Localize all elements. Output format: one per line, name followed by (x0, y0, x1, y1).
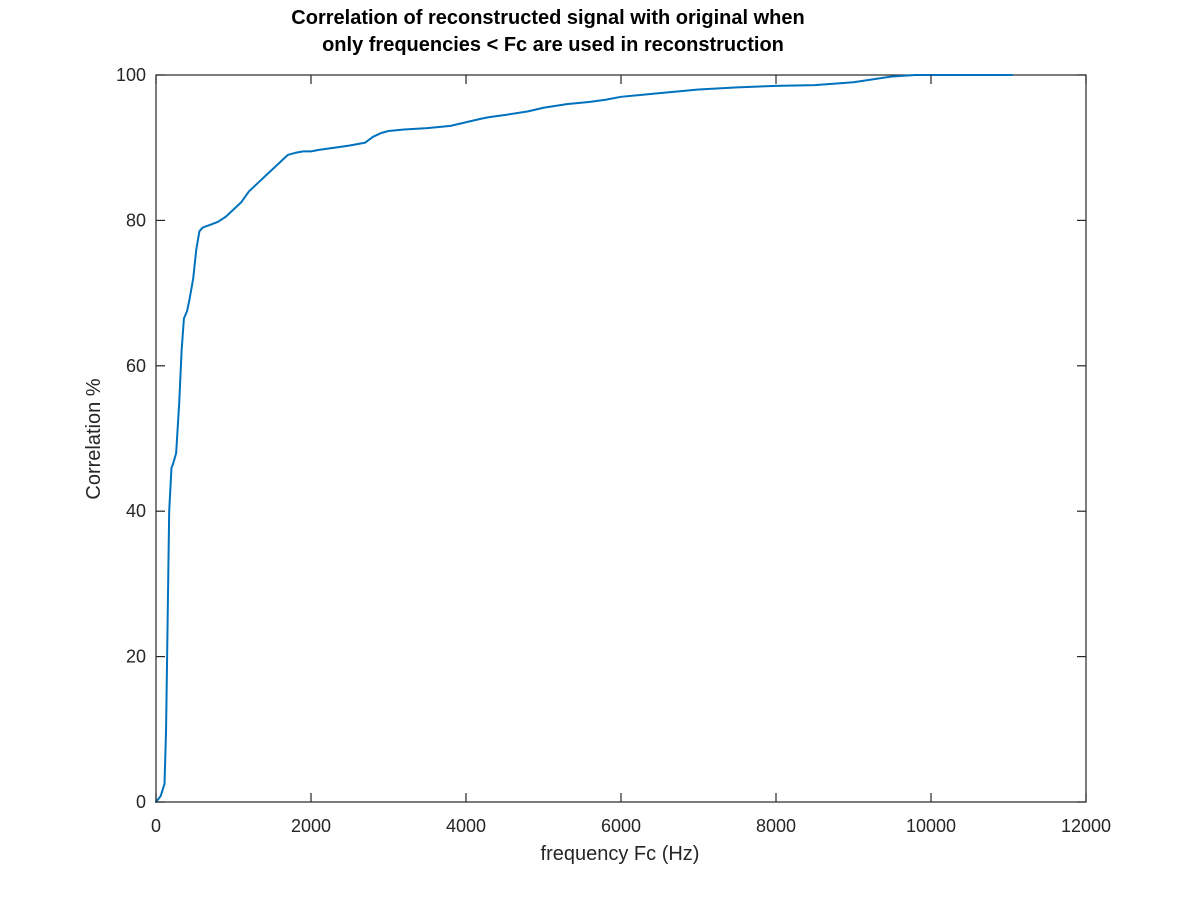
y-axis-label: Correlation % (83, 378, 105, 499)
y-tick-label: 60 (126, 356, 146, 376)
tick-layer: 0 2000 4000 6000 8000 10000 12000 0 20 40 60 80 100 (116, 65, 1111, 836)
chart-title-line-1: Correlation of reconstructed signal with… (291, 7, 804, 29)
x-tick-label: 12000 (1061, 816, 1111, 836)
chart-title-line-2: only frequencies < Fc are used in recons… (322, 34, 784, 56)
plot-area (155, 74, 1087, 803)
y-tick-label: 40 (126, 501, 146, 521)
x-tick-label: 8000 (756, 816, 796, 836)
x-tick-label: 4000 (446, 816, 486, 836)
x-tick-label: 0 (151, 816, 161, 836)
x-tick-label: 2000 (291, 816, 331, 836)
series-layer (155, 74, 1014, 803)
x-tick-label: 6000 (601, 816, 641, 836)
y-tick-label: 0 (136, 792, 146, 812)
y-tick-label: 80 (126, 210, 146, 230)
x-tick-label: 10000 (906, 816, 956, 836)
series-line-0 (155, 74, 1014, 803)
y-tick-label: 100 (116, 65, 146, 85)
plot-background (156, 75, 1086, 802)
y-tick-label: 20 (126, 647, 146, 667)
x-axis-label: frequency Fc (Hz) (541, 843, 700, 865)
